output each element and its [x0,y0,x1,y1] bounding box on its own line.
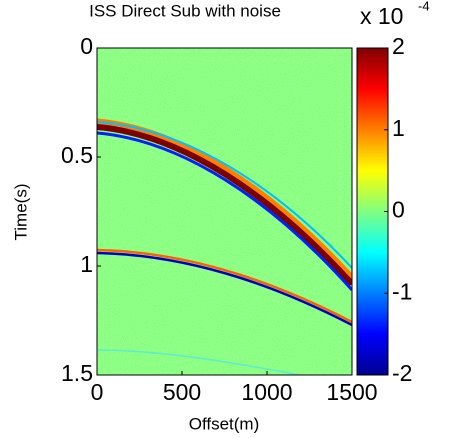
plot-frame [96,47,353,376]
colorbar-tick-label: 2 [392,33,405,59]
y-tick-label: 0 [80,33,93,59]
x-tick-label: 0 [91,379,104,405]
colorbar [356,47,389,376]
chart-title: ISS Direct Sub with noise [89,1,281,20]
event [97,248,352,324]
y-tick-label: 0.5 [61,142,93,168]
x-tick-label: 1500 [326,379,377,405]
x-axis-label: Offset(m) [189,414,260,433]
colorbar-multiplier: x 10 [360,3,403,29]
event [97,251,352,327]
colorbar-tick-label: 0 [392,197,405,223]
image-noise [97,48,352,375]
event [97,124,352,287]
colorbar-exponent: -4 [418,0,430,13]
event [97,131,352,291]
colorbar-tick-label: 1 [392,115,405,141]
event [97,349,301,375]
y-tick-label: 1.5 [61,360,93,386]
colorbar-tick-label: -2 [392,360,412,386]
image [97,48,352,375]
colorbar-tick-label: -1 [392,278,412,304]
event [97,121,352,269]
x-tick-label: 1000 [241,379,292,405]
x-tick-label: 500 [163,379,201,405]
y-tick-label: 1 [80,251,93,277]
y-axis-label: Time(s) [11,184,30,241]
